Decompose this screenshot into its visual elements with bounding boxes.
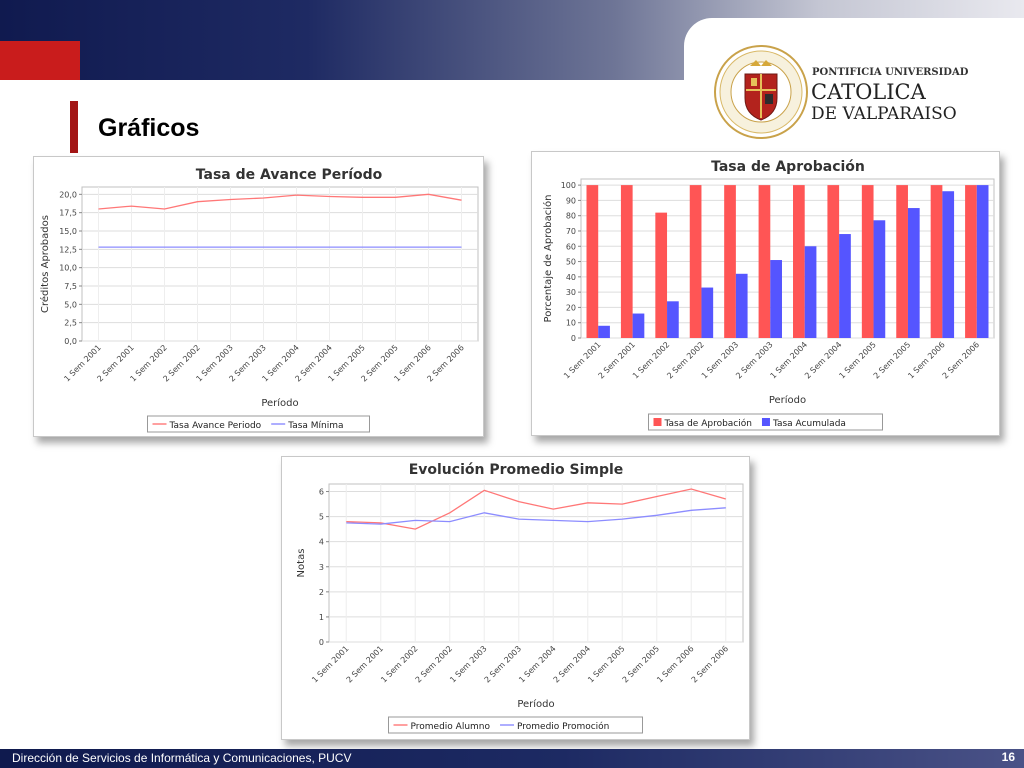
y-tick-label: 50 bbox=[566, 258, 576, 267]
y-axis-label: Notas bbox=[296, 549, 307, 578]
y-tick-label: 5,0 bbox=[64, 300, 77, 309]
y-tick-label: 2,5 bbox=[64, 319, 77, 328]
y-tick-label: 20 bbox=[566, 303, 576, 312]
y-tick-label: 15,0 bbox=[59, 227, 77, 236]
y-tick-label: 0,0 bbox=[64, 337, 77, 346]
chart-title: Tasa de Avance Período bbox=[196, 167, 383, 183]
series-line-1 bbox=[346, 507, 726, 525]
y-tick-label: 3 bbox=[319, 563, 324, 572]
chart-tasa-aprobacion: Tasa de Aprobación 0 10 20 30 40 50 60 70 80 90 100… bbox=[542, 159, 995, 431]
legend-label: Tasa Avance Periodo bbox=[169, 421, 262, 431]
y-tick-label: 10,0 bbox=[59, 264, 77, 273]
y-tick-label: 60 bbox=[566, 242, 576, 251]
bar-aprobacion bbox=[861, 185, 874, 338]
legend-label: Tasa Mínima bbox=[287, 421, 343, 431]
x-axis-label: Período bbox=[261, 397, 298, 409]
y-tick-label: 17,5 bbox=[59, 209, 77, 218]
bar-acumulada bbox=[632, 313, 645, 338]
bar-aprobacion bbox=[758, 185, 771, 338]
bar-acumulada bbox=[907, 208, 920, 338]
chart-tasa-avance: Tasa de Avance Período 0,0 2,5 5,0 7,5 10,0 12… bbox=[39, 167, 479, 433]
x-axis-label: Período bbox=[769, 394, 806, 406]
footer-bar: Dirección de Servicios de Informática y … bbox=[0, 749, 1024, 768]
y-tick-label: 30 bbox=[566, 288, 576, 297]
y-tick-label: 4 bbox=[319, 538, 324, 547]
bar-acumulada bbox=[839, 234, 851, 338]
bar-acumulada bbox=[735, 273, 748, 338]
x-axis-label: Período bbox=[517, 698, 554, 710]
bar-aprobacion bbox=[724, 185, 736, 338]
legend-label: Tasa de Aprobación bbox=[664, 418, 752, 429]
bar-aprobacion bbox=[965, 185, 977, 338]
bar-acumulada bbox=[598, 325, 610, 338]
legend-swatch bbox=[653, 418, 662, 426]
plot-area bbox=[81, 186, 479, 342]
bar-acumulada bbox=[770, 260, 782, 338]
y-axis-label: Créditos Aprobados bbox=[39, 215, 51, 313]
y-tick-label: 5 bbox=[319, 513, 324, 522]
legend-label: Promedio Promoción bbox=[517, 721, 609, 732]
logo-panel: PONTIFICIA UNIVERSIDAD CATOLICA DE VALPA… bbox=[684, 18, 1024, 144]
y-tick-label: 0 bbox=[319, 638, 324, 647]
y-tick-label: 2 bbox=[319, 588, 324, 597]
x-tick-label: 2 Sem 2006 bbox=[690, 644, 731, 685]
bar-aprobacion bbox=[620, 185, 633, 338]
legend-box bbox=[147, 415, 370, 433]
chart-title: Tasa de Aprobación bbox=[711, 159, 865, 175]
chart-frame-tasa-avance: Tasa de Avance Período 0,0 2,5 5,0 7,5 10,0 12… bbox=[33, 156, 484, 437]
footer-text: Dirección de Servicios de Informática y … bbox=[12, 751, 352, 765]
slide-title: Gráficos bbox=[98, 114, 200, 142]
series-line-0 bbox=[346, 488, 726, 530]
chart-title: Evolución Promedio Simple bbox=[409, 462, 624, 478]
y-tick-label: 10 bbox=[566, 319, 576, 328]
y-tick-label: 40 bbox=[566, 273, 576, 282]
bar-aprobacion bbox=[793, 185, 805, 338]
plot-area bbox=[580, 178, 995, 339]
legend-box bbox=[388, 716, 643, 734]
y-tick-label: 0 bbox=[571, 334, 576, 343]
legend-label: Tasa Acumulada bbox=[772, 419, 846, 429]
bar-aprobacion bbox=[689, 185, 702, 338]
university-logo: PONTIFICIA UNIVERSIDAD CATOLICA DE VALPA… bbox=[714, 45, 969, 139]
bar-aprobacion bbox=[655, 212, 668, 338]
title-accent-bar bbox=[70, 101, 78, 153]
plot-area bbox=[328, 483, 744, 643]
y-tick-label: 7,5 bbox=[64, 282, 77, 291]
y-axis-label: Porcentaje de Aprobación bbox=[542, 195, 554, 323]
bar-aprobacion bbox=[827, 185, 840, 338]
university-seal bbox=[714, 45, 808, 139]
y-tick-label: 1 bbox=[319, 613, 324, 622]
legend-label: Promedio Alumno bbox=[411, 722, 491, 732]
bar-aprobacion bbox=[930, 185, 943, 338]
y-tick-label: 80 bbox=[566, 212, 576, 221]
y-tick-label: 70 bbox=[566, 227, 576, 236]
bar-acumulada bbox=[804, 246, 817, 338]
chart-frame-tasa-aprobacion: Tasa de Aprobación 0 10 20 30 40 50 60 70 80 90 100… bbox=[531, 151, 1000, 436]
bar-acumulada bbox=[667, 301, 679, 338]
y-tick-label: 12,5 bbox=[59, 245, 77, 254]
bar-aprobacion bbox=[586, 185, 599, 338]
bar-acumulada bbox=[873, 220, 886, 338]
series-line-0 bbox=[98, 193, 462, 210]
bar-aprobacion bbox=[896, 185, 908, 338]
y-tick-label: 6 bbox=[319, 488, 324, 497]
page-number: 16 bbox=[1001, 750, 1015, 764]
logo-line-3: DE VALPARAISO bbox=[811, 104, 957, 124]
y-tick-label: 20,0 bbox=[59, 190, 77, 199]
y-tick-label: 100 bbox=[561, 181, 576, 190]
y-tick-label: 90 bbox=[566, 196, 576, 205]
bar-acumulada bbox=[701, 287, 714, 338]
logo-line-1: PONTIFICIA UNIVERSIDAD bbox=[812, 67, 969, 78]
bar-acumulada bbox=[942, 191, 955, 338]
bar-acumulada bbox=[976, 185, 989, 338]
x-tick-label: 2 Sem 2006 bbox=[941, 340, 982, 381]
legend-swatch bbox=[761, 418, 770, 426]
logo-line-2: CATOLICA bbox=[811, 80, 927, 104]
chart-frame-evolucion-promedio: Evolución Promedio Simple 0 1 2 3 4 5 6 1 Sem 20… bbox=[281, 456, 750, 740]
header-red-accent bbox=[0, 41, 80, 80]
